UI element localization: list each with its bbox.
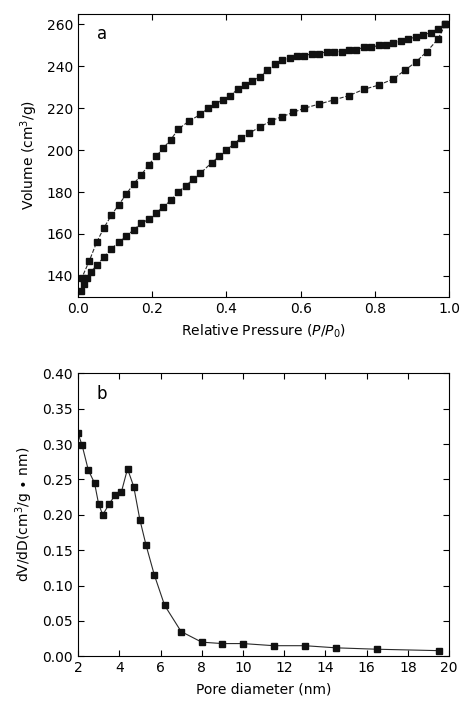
X-axis label: Pore diameter (nm): Pore diameter (nm) xyxy=(196,682,331,696)
Text: a: a xyxy=(97,26,107,43)
Y-axis label: Volume (cm$^3$/g): Volume (cm$^3$/g) xyxy=(18,100,40,210)
Y-axis label: dV/dD(cm$^3$/g $\bullet$ nm): dV/dD(cm$^3$/g $\bullet$ nm) xyxy=(14,447,36,582)
X-axis label: Relative Pressure ($P/P_0$): Relative Pressure ($P/P_0$) xyxy=(181,322,346,340)
Text: b: b xyxy=(97,385,107,403)
